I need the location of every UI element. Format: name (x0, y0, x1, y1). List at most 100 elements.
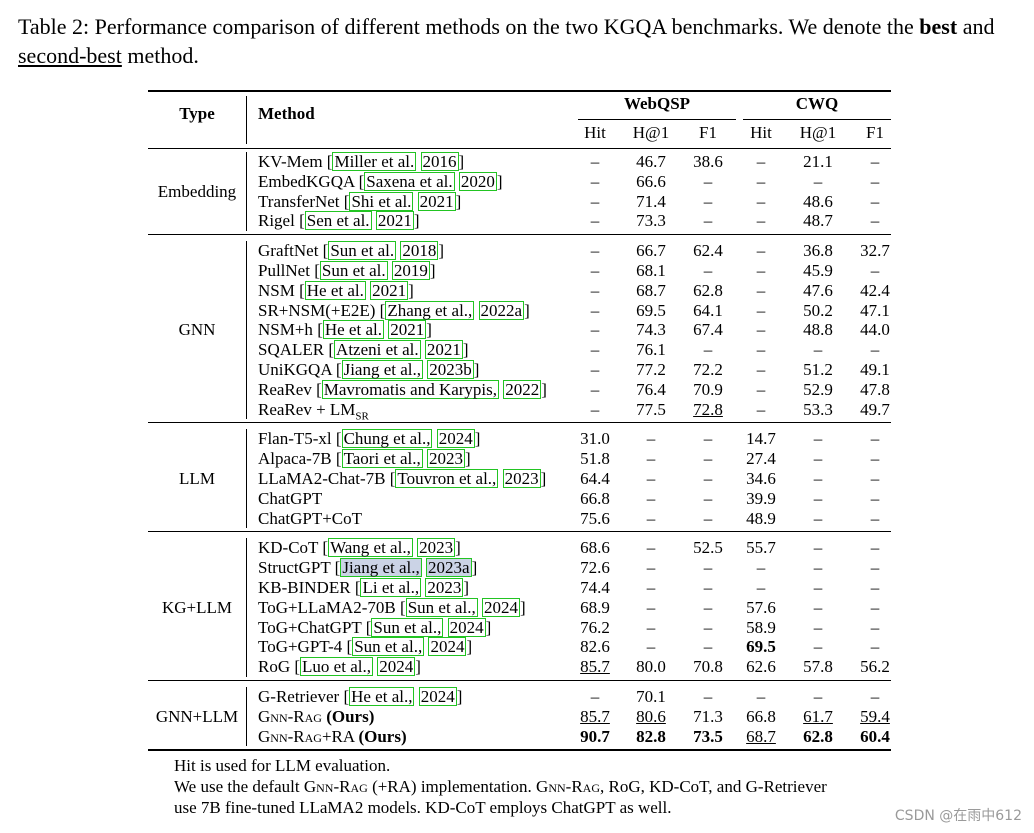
value-cell: – (703, 191, 713, 211)
value-cell: – (646, 597, 656, 617)
method-label: NSM+h (258, 320, 313, 340)
method-name: LLaMA2-Chat-7B [Touvron et al., 2023] (258, 469, 547, 488)
citation-link[interactable]: 2021 (388, 320, 427, 340)
type-divider (246, 687, 247, 747)
citation-link[interactable]: Sun et al., (405, 597, 478, 617)
citation-link[interactable]: Chung et al., (341, 429, 433, 449)
value-cell: 38.6 (693, 152, 723, 171)
method-label: Gnn-Rag (Ours) (258, 706, 375, 726)
citation-link[interactable]: Jiang et al., (341, 360, 424, 379)
citation-link[interactable]: Touvron et al., (395, 469, 499, 488)
value-cell: – (870, 469, 880, 488)
value-cell: – (756, 280, 766, 300)
citation-link[interactable]: Luo et al., (300, 657, 373, 677)
value-cell: 85.7 (580, 657, 610, 677)
table-notes: Hit is used for LLM evaluation. We use t… (174, 755, 827, 818)
citation-link[interactable]: 2021 (370, 280, 409, 300)
value-cell: 62.6 (746, 657, 776, 677)
method-name: G-Retriever [He et al., 2024] (258, 687, 463, 706)
citation-link[interactable]: 2019 (391, 261, 430, 280)
value-cell: – (703, 429, 713, 449)
group-type-label: Embedding (157, 181, 237, 201)
value-cell: 57.6 (746, 597, 776, 617)
citation-link[interactable]: Sun et al., (352, 637, 425, 657)
citation-link[interactable]: 2023a (426, 558, 472, 578)
citation-link[interactable]: Shi et al. (349, 191, 414, 211)
citation-link[interactable]: He et al. (322, 320, 384, 340)
citation-link[interactable]: 2018 (400, 241, 439, 261)
citation-link[interactable]: Wang et al., (328, 538, 413, 558)
value-cell: 32.7 (860, 241, 890, 261)
value-cell: 66.6 (636, 171, 666, 191)
value-cell: 62.4 (693, 241, 723, 261)
value-cell: – (870, 152, 880, 171)
citation-link[interactable]: Zhang et al., (385, 300, 475, 320)
value-cell: 58.9 (746, 617, 776, 637)
value-cell: – (813, 469, 823, 488)
watermark: CSDN @在雨中612 (894, 808, 1022, 824)
citation-link[interactable]: 2021 (417, 191, 456, 211)
citation-link[interactable]: Sun et al. (328, 241, 397, 261)
citation-link[interactable]: 2023 (426, 449, 465, 469)
group-rule (148, 234, 891, 236)
value-cell: 70.9 (693, 379, 723, 399)
citation-link[interactable]: Miller et al. (332, 152, 417, 171)
citation-link[interactable]: 2024 (481, 597, 520, 617)
value-cell: 66.7 (636, 241, 666, 261)
citation-link[interactable]: Saxena et al. (364, 171, 455, 191)
citation-link[interactable]: 2023 (425, 578, 464, 597)
value-cell: 48.9 (746, 508, 776, 528)
value-cell: – (870, 429, 880, 449)
method-name: ChatGPT (258, 489, 322, 509)
citation-link[interactable]: Sun et al., (371, 617, 444, 637)
value-cell: – (756, 399, 766, 419)
value-cell: – (870, 687, 880, 706)
citation-link[interactable]: He et al. (304, 280, 366, 300)
citation-link[interactable]: 2021 (375, 211, 414, 231)
value-cell: – (870, 171, 880, 191)
value-cell: 66.8 (746, 706, 776, 726)
citation-link[interactable]: 2022 (503, 379, 542, 399)
method-label: LLaMA2-Chat-7B (258, 469, 386, 488)
citation-link[interactable]: Sun et al. (319, 261, 388, 280)
value-cell: 44.0 (860, 320, 890, 340)
value-cell: 64.4 (580, 469, 610, 488)
value-cell: – (870, 558, 880, 578)
value-cell: 52.9 (803, 379, 833, 399)
method-label: Flan-T5-xl (258, 429, 332, 449)
citation-link[interactable]: 2024 (447, 617, 486, 637)
citation-link[interactable]: 2023 (417, 538, 456, 558)
citation-link[interactable]: Sen et al. (304, 211, 372, 231)
citation-link[interactable]: 2016 (420, 152, 459, 171)
value-cell: – (870, 449, 880, 469)
citation-link[interactable]: Jiang et al., (340, 558, 422, 578)
method-label: ReaRev + LM (258, 399, 356, 419)
value-cell: – (646, 637, 656, 657)
citation-link[interactable]: 2024 (428, 637, 467, 657)
citation-link[interactable]: He et al., (349, 687, 415, 706)
value-cell: 76.4 (636, 379, 666, 399)
citation-link[interactable]: Li et al., (360, 578, 422, 597)
citation-link[interactable]: Atzeni et al. (334, 340, 421, 360)
citation-link[interactable]: 2023b (427, 360, 474, 379)
citation-link[interactable]: 2024 (436, 429, 475, 449)
group-type-label: GNN+LLM (155, 706, 239, 726)
citation-link[interactable]: 2022a (478, 300, 525, 320)
value-cell: – (590, 261, 600, 280)
citation-link[interactable]: 2023 (502, 469, 541, 488)
value-cell: – (756, 360, 766, 379)
value-cell: – (756, 152, 766, 171)
method-name: GraftNet [Sun et al. 2018] (258, 241, 445, 261)
citation-link[interactable]: 2021 (424, 340, 463, 360)
method-name: ToG+GPT-4 [Sun et al., 2024] (258, 637, 473, 657)
citation-link[interactable]: 2024 (418, 687, 457, 706)
method-label: G-Retriever (258, 687, 340, 706)
value-cell: – (756, 687, 766, 706)
citation-link[interactable]: Mavromatis and Karypis, (321, 379, 500, 399)
citation-link[interactable]: 2024 (377, 657, 416, 677)
citation-link[interactable]: Taori et al., (341, 449, 423, 469)
value-cell: 80.0 (636, 657, 666, 677)
method-name: ToG+LLaMA2-70B [Sun et al., 2024] (258, 597, 526, 617)
citation-link[interactable]: 2020 (458, 171, 497, 191)
value-cell: – (590, 360, 600, 379)
